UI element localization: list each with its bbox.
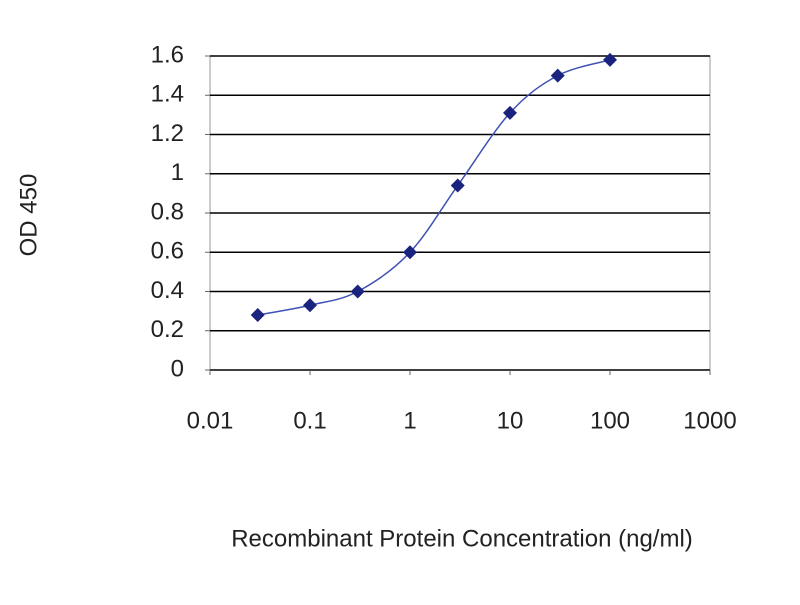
y-tick-label: 0.2 [151,316,184,343]
y-tick-label: 1.6 [151,41,184,68]
data-point [403,245,417,260]
x-tick-label: 0.1 [293,407,326,434]
y-tick-label: 1.4 [151,81,184,108]
x-tick-label: 1 [403,407,416,434]
y-tick-label: 1.2 [151,120,184,147]
data-point [303,298,317,313]
x-tick-label: 1000 [683,407,736,434]
x-tick-label: 100 [590,407,630,434]
y-tick-label: 0.8 [151,198,184,225]
data-line [257,59,611,316]
data-point [350,284,365,299]
data-point [450,178,465,193]
x-tick-label: 0.01 [187,407,234,434]
x-axis-label: Recombinant Protein Concentration (ng/ml… [231,525,693,552]
x-tick-label: 10 [497,407,524,434]
y-axis-label: OD 450 [15,174,42,257]
data-point [503,105,517,120]
y-tick-label: 0 [171,355,184,382]
y-tick-label: 1 [171,159,184,186]
data-point [250,308,265,323]
data-point [550,68,565,83]
data-point [603,52,617,67]
y-tick-label: 0.6 [151,238,184,265]
y-tick-label: 0.4 [151,277,184,304]
